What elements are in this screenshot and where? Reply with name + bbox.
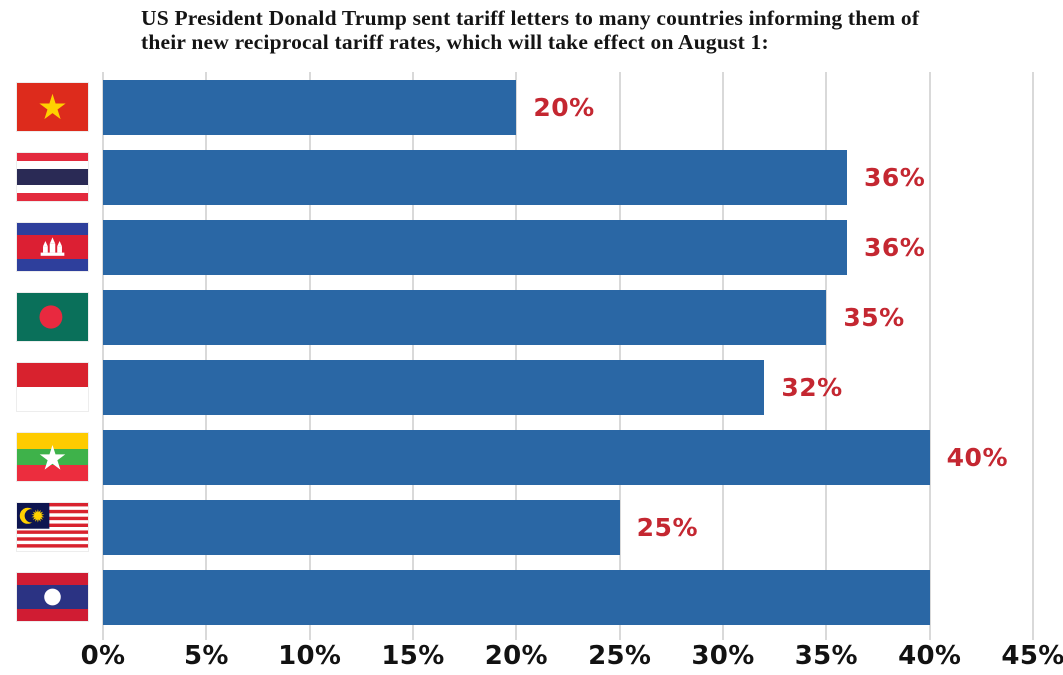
gridline — [721, 72, 724, 640]
x-axis-tick-label: 5% — [183, 641, 229, 671]
tariff-bar-bangladesh — [103, 289, 827, 345]
bar-value-label: 35% — [843, 302, 905, 332]
x-axis-tick-label: 15% — [381, 641, 445, 671]
bar-row: 36% — [0, 142, 1033, 212]
x-axis-tick-label: 35% — [794, 641, 858, 671]
bar-chart: 20% 36% 36% 35% 32% 40% 25% — [0, 72, 1034, 640]
bar-value-label: 25% — [636, 512, 698, 542]
flag-vietnam-icon — [17, 83, 88, 131]
gridline — [825, 72, 828, 640]
gridline — [205, 72, 208, 640]
bar-value-label: 36% — [864, 232, 926, 262]
category-flag-cell — [0, 83, 103, 131]
category-flag-cell — [0, 293, 103, 341]
chart-title: US President Donald Trump sent tariff le… — [141, 6, 920, 54]
tariff-bar-thailand — [103, 149, 847, 205]
category-flag-cell — [0, 363, 103, 411]
category-flag-cell — [0, 223, 103, 271]
x-axis: 0% 5% 10% 15% 20% 25% 30% 35% 40% 45% — [81, 641, 1063, 673]
flag-malaysia-icon — [17, 503, 88, 551]
category-flag-cell — [0, 573, 103, 621]
gridline — [928, 72, 931, 640]
tariff-bar-cambodia — [103, 219, 847, 275]
gridline — [515, 72, 518, 640]
gridline — [102, 72, 104, 640]
category-flag-cell — [0, 433, 103, 481]
bar-track: 35% — [103, 289, 1033, 345]
gridline — [411, 72, 414, 640]
bar-row: 40% — [0, 422, 1033, 492]
x-axis-tick-label: 45% — [1001, 641, 1063, 671]
bar-track: 40% — [103, 429, 1033, 485]
bar-row: 36% — [0, 212, 1033, 282]
flag-thailand-icon — [17, 153, 88, 201]
x-axis-tick-label: 20% — [484, 641, 548, 671]
tariff-bar-malaysia — [103, 499, 620, 555]
bar-track: 32% — [103, 359, 1033, 415]
category-flag-cell — [0, 503, 103, 551]
tariff-bar-vietnam — [103, 79, 517, 135]
bar-rows: 20% 36% 36% 35% 32% 40% 25% — [0, 72, 1033, 632]
bar-row: 35% — [0, 282, 1033, 352]
bar-value-label: 20% — [533, 92, 595, 122]
x-axis-tick-label: 10% — [278, 641, 342, 671]
gridlines — [102, 72, 1034, 640]
flag-indonesia-icon — [17, 363, 88, 411]
category-flag-cell — [0, 153, 103, 201]
bar-track: 25% — [103, 499, 1033, 555]
tariff-bar-myanmar — [103, 429, 930, 485]
x-axis-tick-label: 40% — [898, 641, 962, 671]
bar-row — [0, 562, 1033, 632]
bar-track: 20% — [103, 79, 1033, 135]
gridline — [308, 72, 311, 640]
bar-row: 20% — [0, 72, 1033, 142]
gridline — [618, 72, 621, 640]
flag-myanmar-icon — [17, 433, 88, 481]
bar-value-label: 40% — [946, 442, 1008, 472]
flag-cambodia-icon — [17, 223, 88, 271]
x-axis-tick-label: 30% — [691, 641, 755, 671]
bar-value-label: 32% — [781, 372, 843, 402]
x-axis-tick-label: 0% — [80, 641, 126, 671]
bar-track — [103, 569, 1033, 625]
bar-row: 32% — [0, 352, 1033, 422]
gridline — [1032, 72, 1034, 640]
bar-value-label: 36% — [864, 162, 926, 192]
bar-track: 36% — [103, 149, 1033, 205]
bar-track: 36% — [103, 219, 1033, 275]
flag-bangladesh-icon — [17, 293, 88, 341]
x-axis-tick-label: 25% — [588, 641, 652, 671]
flag-laos-icon — [17, 573, 88, 621]
bar-row: 25% — [0, 492, 1033, 562]
tariff-bar-laos — [103, 569, 930, 625]
tariff-bar-indonesia — [103, 359, 765, 415]
